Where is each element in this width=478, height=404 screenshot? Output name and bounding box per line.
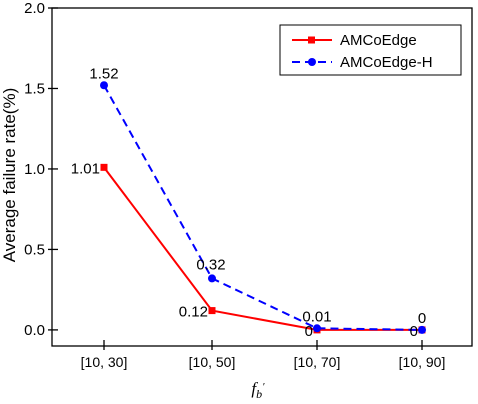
data-label: 1.52 (89, 65, 118, 82)
data-point-amcoedge (208, 307, 216, 315)
y-tick-label: 0.0 (24, 322, 45, 339)
x-tick-label: [10, 90] (399, 354, 446, 370)
data-label: 0.12 (179, 304, 208, 321)
data-labels: 1.010.120 01.520.320.01 0 (71, 65, 426, 340)
data-point-amcoedge (100, 163, 108, 171)
axis-ticks: 0.0 0.5 1.0 1.5 2.0 [10, 30] [10, 50] [10, 70] [… (24, 0, 445, 370)
data-label: 1.01 (71, 160, 100, 177)
data-point-amcoedge-h (100, 81, 108, 90)
legend-marker-amcoedge-h (308, 58, 316, 66)
data-point-amcoedge-h (418, 325, 426, 334)
data-point-amcoedge-h (313, 324, 321, 333)
x-axis-label-sub: b (256, 387, 262, 401)
data-label: 0 (305, 323, 313, 340)
x-axis-label: fb′ (251, 379, 265, 401)
x-tick-label: [10, 50] (189, 354, 236, 370)
legend: AMCoEdge AMCoEdge-H (279, 24, 462, 76)
data-label: 0 (418, 310, 426, 327)
plot-frame (51, 7, 473, 347)
data-label: 0 (410, 323, 418, 340)
data-point-amcoedge-h (208, 274, 216, 283)
y-tick-label: 1.0 (24, 161, 45, 178)
y-tick-label: 1.5 (24, 80, 45, 97)
series-line-amcoedge (103, 166, 422, 331)
x-axis-label-prime: ′ (262, 381, 265, 393)
y-axis-label: Average failure rate(%) (0, 88, 19, 263)
series-group (100, 81, 426, 334)
y-tick-label: 2.0 (24, 0, 45, 17)
legend-label-amcoedge: AMCoEdge (340, 32, 417, 49)
legend-marker-amcoedge (308, 36, 315, 44)
data-label: 0.01 (302, 308, 331, 325)
data-label: 0.32 (196, 256, 225, 273)
x-tick-label: [10, 30] (81, 354, 128, 370)
legend-box (279, 24, 462, 76)
legend-label-amcoedge-h: AMCoEdge-H (340, 54, 433, 71)
y-tick-label: 0.5 (24, 241, 45, 258)
series-line-amcoedge-h (103, 84, 423, 331)
x-tick-label: [10, 70] (294, 354, 341, 370)
x-axis-label-base: f (251, 379, 258, 398)
